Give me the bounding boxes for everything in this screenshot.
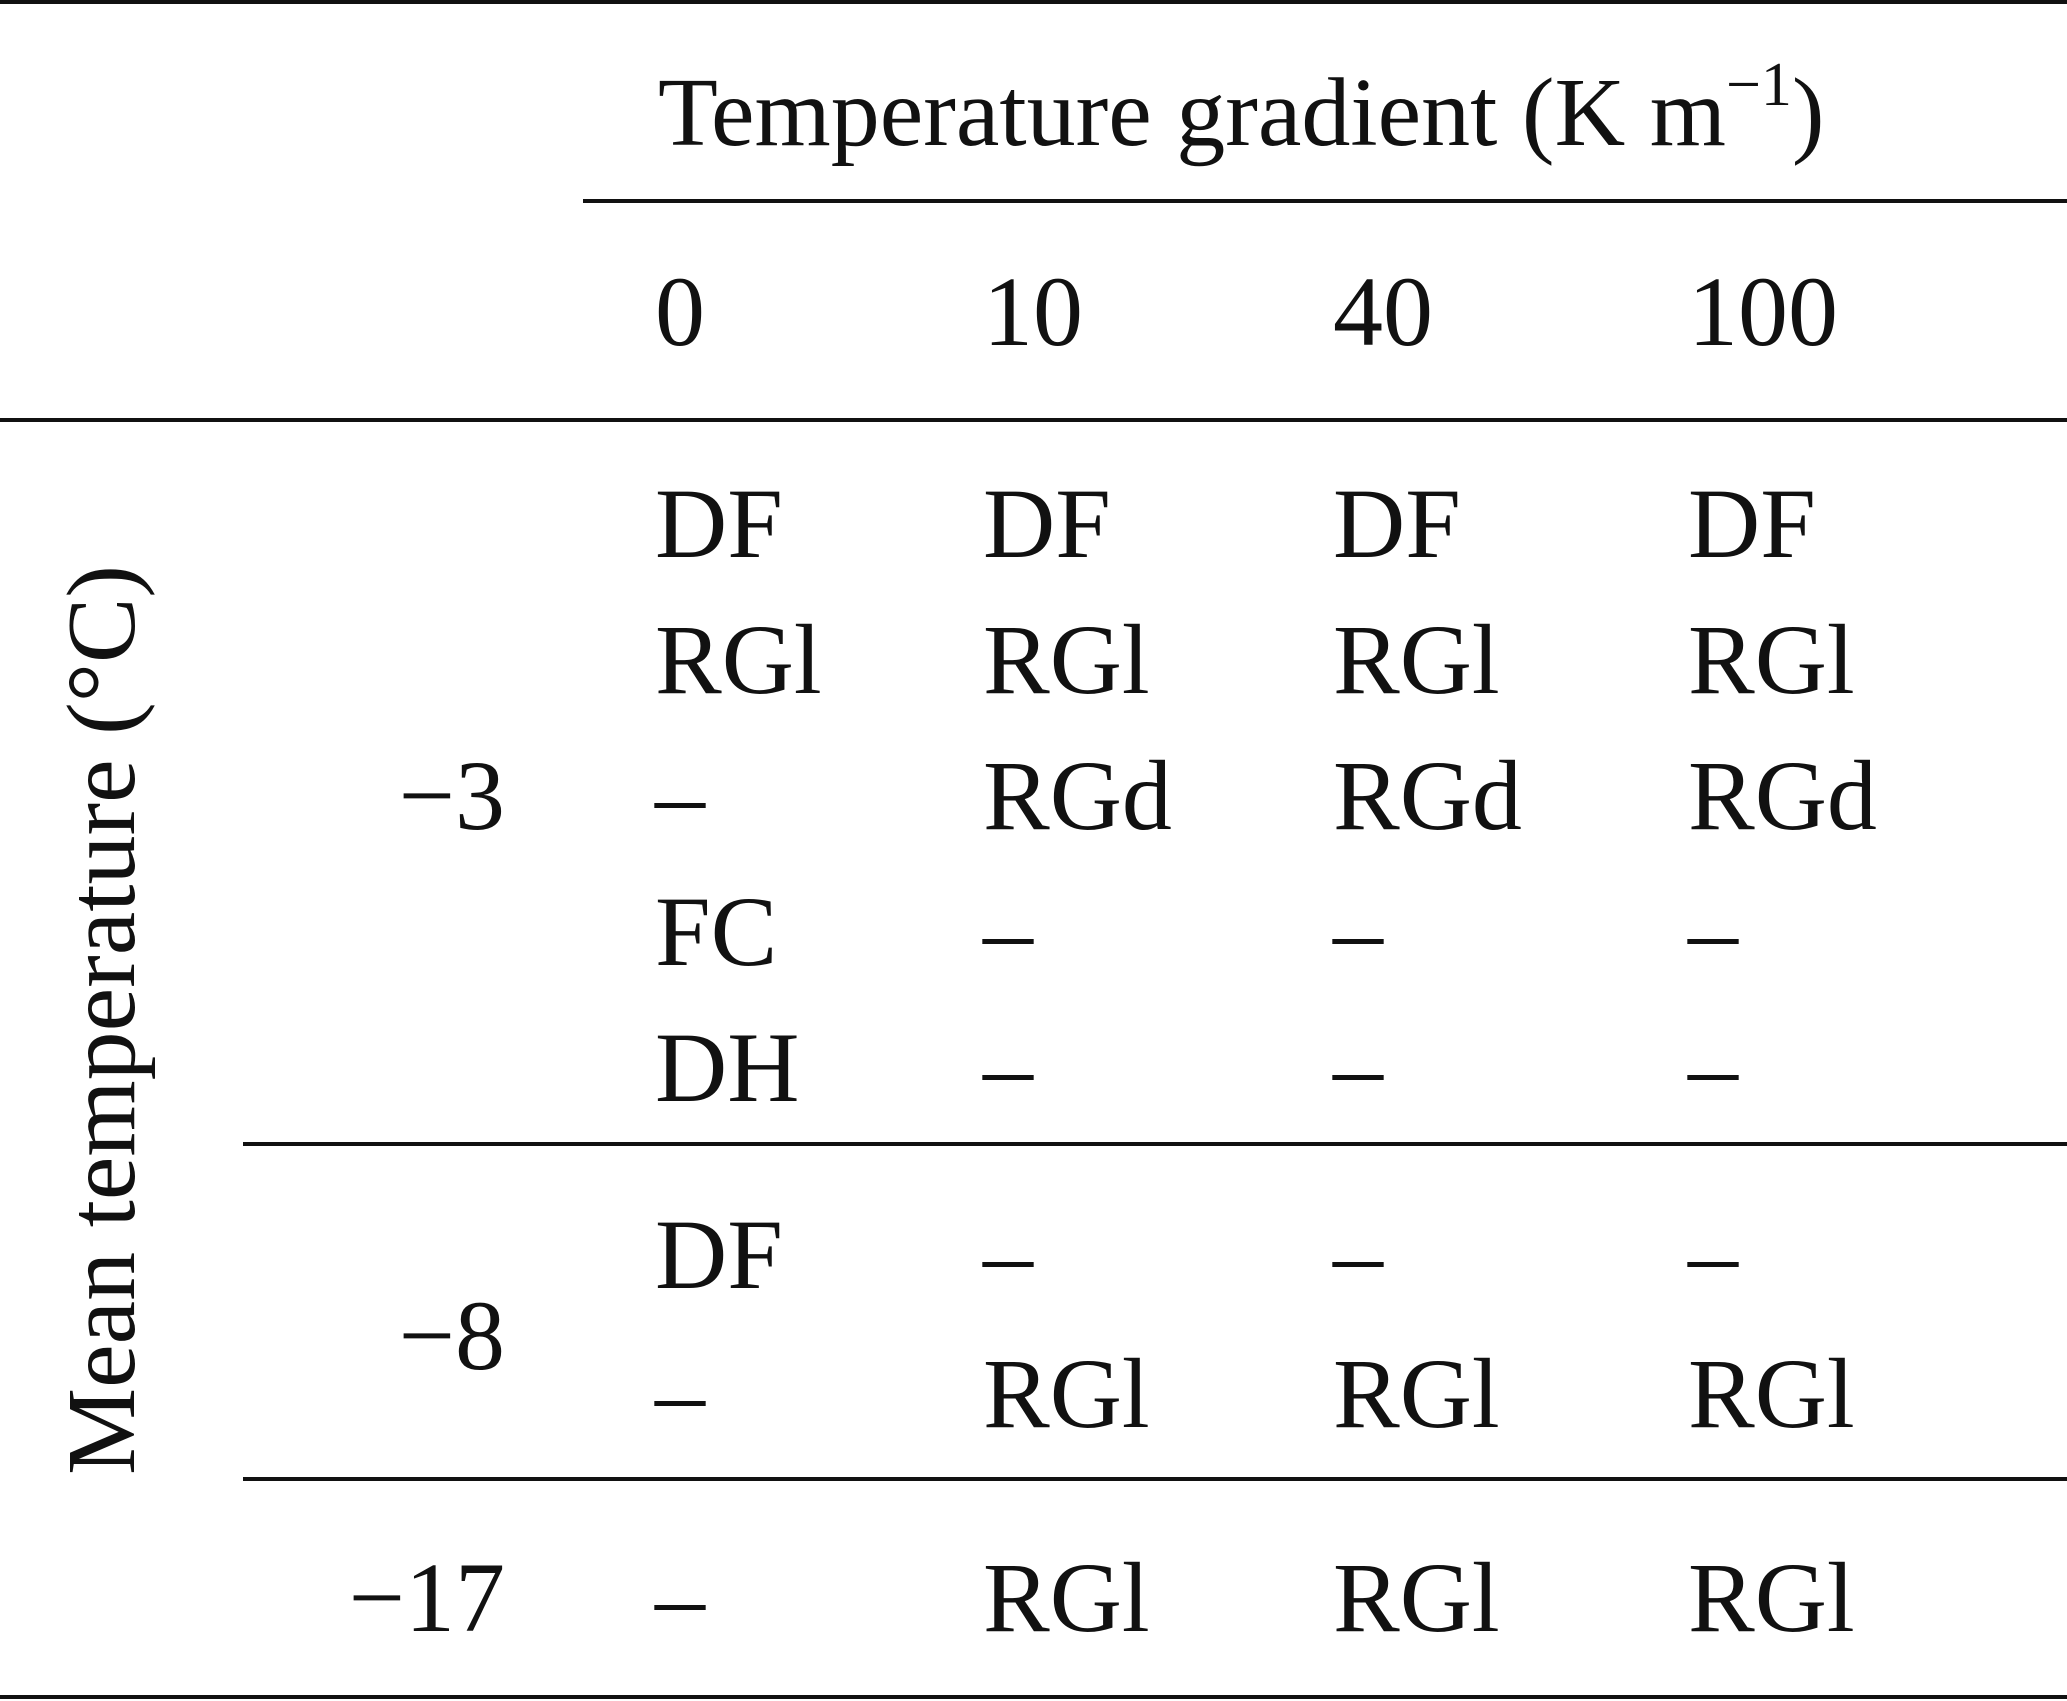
table-cell: DF (655, 468, 783, 579)
table-cell: RGd (1333, 740, 1522, 851)
mean-temperature-label: −8 (398, 1280, 505, 1391)
table-cell: – (1688, 1012, 1738, 1123)
group-separator-1 (243, 1142, 2067, 1146)
column-group-header-text: Temperature gradient (K m (658, 59, 1726, 167)
table-cell: RGd (1688, 740, 1877, 851)
table-cell: RGl (983, 1338, 1150, 1449)
bottom-rule (0, 1695, 2067, 1699)
group-separator-2 (243, 1477, 2067, 1481)
column-group-header-close: ) (1791, 59, 1825, 167)
mean-temperature-label: −17 (348, 1542, 505, 1653)
table-cell: – (655, 1542, 705, 1653)
table-cell: RGl (1333, 604, 1500, 715)
table-cell: DH (655, 1012, 800, 1123)
table-cell: – (1688, 1199, 1738, 1310)
table-cell: – (1333, 876, 1383, 987)
gradient-header-100: 100 (1688, 256, 1838, 367)
table-cell: – (655, 740, 705, 851)
unit-exponent: −1 (1725, 51, 1792, 119)
table-cell: – (983, 1199, 1033, 1310)
gradient-header-40: 40 (1333, 256, 1433, 367)
mean-temperature-label: −3 (398, 740, 505, 851)
table-cell: RGl (983, 1542, 1150, 1653)
table-cell: RGl (1333, 1338, 1500, 1449)
top-rule (0, 0, 2067, 4)
table-cell: – (983, 876, 1033, 987)
table-cell: RGl (983, 604, 1150, 715)
header-bottom-rule (0, 418, 2067, 422)
table-cell: DF (1688, 468, 1816, 579)
table-cell: – (983, 1012, 1033, 1123)
column-group-header: Temperature gradient (K m−1) (658, 54, 1825, 162)
table-cell: RGl (1688, 1542, 1855, 1653)
table-cell: RGl (1688, 604, 1855, 715)
table-cell: DF (655, 1199, 783, 1310)
gradient-header-10: 10 (983, 256, 1083, 367)
table-cell: RGd (983, 740, 1172, 851)
table-cell: RGl (1333, 1542, 1500, 1653)
table-cell: – (1333, 1199, 1383, 1310)
table-cell: DF (1333, 468, 1461, 579)
table-cell: – (1333, 1012, 1383, 1123)
table-cell: RGl (655, 604, 822, 715)
table-cell: – (1688, 876, 1738, 987)
table-cell: – (655, 1338, 705, 1449)
table-cell: RGl (1688, 1338, 1855, 1449)
table-cell: DF (983, 468, 1111, 579)
row-axis-label: Mean temperature (°C) (48, 565, 156, 1475)
column-group-rule (583, 199, 2067, 203)
table-cell: FC (655, 876, 778, 987)
gradient-header-0: 0 (655, 256, 705, 367)
